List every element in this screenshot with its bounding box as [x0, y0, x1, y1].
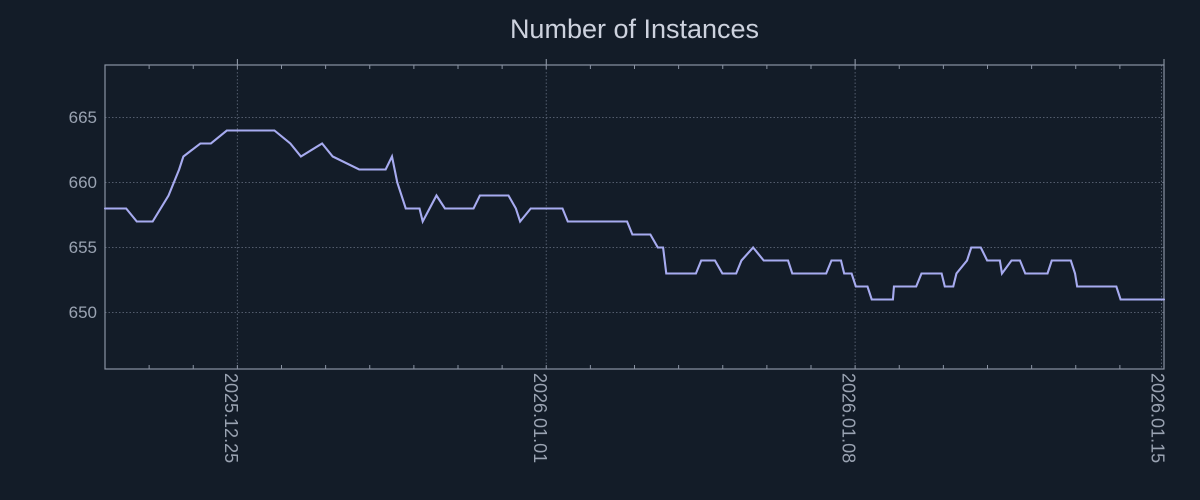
- svg-text:2026.01.08: 2026.01.08: [839, 373, 859, 463]
- svg-text:2025.12.25: 2025.12.25: [221, 373, 241, 463]
- svg-text:665: 665: [69, 108, 97, 127]
- svg-text:2026.01.15: 2026.01.15: [1148, 373, 1168, 463]
- svg-text:660: 660: [69, 173, 97, 192]
- svg-text:650: 650: [69, 303, 97, 322]
- svg-text:2026.01.01: 2026.01.01: [530, 373, 550, 463]
- svg-text:655: 655: [69, 238, 97, 257]
